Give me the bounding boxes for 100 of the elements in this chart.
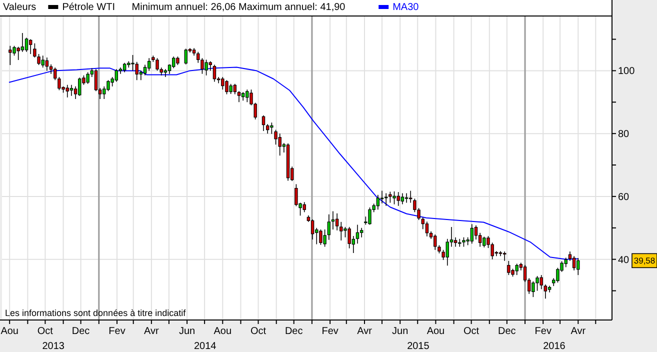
- candlestick: [212, 64, 216, 82]
- x-tick-label: Oct: [37, 326, 54, 337]
- candlestick: [114, 68, 118, 82]
- candlestick: [184, 48, 188, 65]
- x-tick-label: Aou: [426, 326, 445, 337]
- candlestick: [323, 229, 326, 248]
- candlestick: [515, 263, 518, 276]
- candlestick: [434, 234, 437, 250]
- candlestick: [400, 192, 404, 205]
- candlestick: [208, 60, 212, 72]
- x-tick-label: Dec: [284, 326, 303, 337]
- x-tick-label: Oct: [464, 326, 480, 337]
- candlestick: [156, 58, 159, 72]
- candlestick: [172, 56, 176, 69]
- candlestick: [54, 67, 57, 81]
- candlestick: [348, 226, 351, 249]
- x-tick-label: Avr: [357, 326, 373, 337]
- candlestick: [421, 217, 424, 230]
- candlestick: [340, 222, 343, 241]
- candlestick: [229, 84, 232, 94]
- candlestick: [204, 59, 208, 76]
- candlestick: [409, 190, 412, 204]
- candlestick: [246, 89, 249, 103]
- x-tick-label: Dec: [498, 326, 516, 337]
- candlestick: [380, 190, 384, 204]
- candlestick: [327, 214, 330, 240]
- candlestick: [237, 90, 241, 103]
- y-tick-label: 40: [618, 254, 630, 266]
- candlestick: [368, 207, 372, 226]
- x-tick-label: Fev: [534, 326, 552, 337]
- candlestick: [66, 84, 69, 98]
- candlestick: [94, 68, 98, 92]
- candlestick: [302, 202, 306, 213]
- candlestick: [474, 224, 478, 240]
- x-tick-label: Jun: [178, 326, 196, 337]
- candlestick: [266, 124, 270, 134]
- candlestick: [507, 260, 510, 276]
- candlestick: [41, 55, 44, 68]
- candlestick: [106, 80, 110, 92]
- candlestick: [536, 276, 539, 292]
- candlestick: [462, 236, 466, 248]
- legend-label: MA30: [392, 2, 420, 13]
- candlestick: [86, 72, 90, 84]
- candlestick: [37, 54, 40, 66]
- candlestick: [319, 229, 322, 246]
- candlestick: [482, 236, 486, 248]
- candlestick: [131, 54, 134, 72]
- candlestick: [396, 192, 400, 206]
- candlestick: [388, 191, 392, 204]
- candlestick: [376, 194, 380, 210]
- candlestick: [16, 46, 20, 60]
- candlestick: [458, 238, 462, 248]
- candlestick: [310, 219, 314, 240]
- candlestick: [45, 57, 49, 72]
- candlestick: [70, 84, 74, 96]
- x-tick-label: Jun: [392, 326, 408, 337]
- x2-tick-label: 2016: [543, 341, 566, 352]
- candlestick: [135, 62, 138, 81]
- candlestick: [24, 37, 28, 52]
- candlestick: [294, 184, 298, 207]
- candlestick: [8, 45, 12, 66]
- candlestick: [356, 224, 360, 244]
- candlestick: [20, 32, 24, 52]
- candlestick: [233, 84, 237, 95]
- candlestick: [392, 191, 396, 205]
- candlestick: [556, 267, 560, 283]
- candlestick: [572, 256, 576, 271]
- candlestick: [540, 274, 543, 290]
- candlestick: [564, 257, 568, 268]
- candlestick: [544, 284, 548, 300]
- candlestick: [225, 80, 228, 95]
- candlestick: [200, 58, 204, 74]
- candlestick: [425, 221, 429, 237]
- candlestick: [331, 210, 335, 230]
- text: 39,58: [634, 256, 656, 266]
- candlestick: [122, 62, 126, 73]
- y-tick-label: 60: [618, 192, 630, 203]
- candlestick: [278, 133, 282, 156]
- candlestick: [360, 227, 364, 238]
- chart-subtitle: Minimum annuel: 26,06 Maximum annuel: 41,90: [132, 2, 346, 13]
- candlestick: [143, 64, 147, 76]
- candlestick: [29, 38, 32, 54]
- annotation: Les informations sont données à titre indicatif: [5, 308, 186, 318]
- x-tick-label: Aou: [0, 326, 18, 337]
- y-tick-label: 100: [618, 66, 636, 78]
- candlestick: [33, 42, 36, 58]
- candlestick: [470, 224, 474, 244]
- candlestick: [164, 68, 168, 78]
- candlestick: [221, 76, 224, 90]
- legend-title: Valeurs: [3, 2, 36, 13]
- x-tick-label: Oct: [250, 326, 266, 337]
- candlestick: [335, 213, 339, 231]
- text: Pétrole WTI: [62, 2, 115, 13]
- x-tick-label: Avr: [144, 326, 160, 337]
- candlestick: [274, 129, 278, 145]
- candlestick: [12, 45, 16, 56]
- x-tick-label: Fev: [322, 326, 338, 337]
- x-tick-label: Dec: [72, 326, 90, 337]
- candlestick: [78, 77, 82, 96]
- x2-tick-label: 2014: [194, 341, 217, 352]
